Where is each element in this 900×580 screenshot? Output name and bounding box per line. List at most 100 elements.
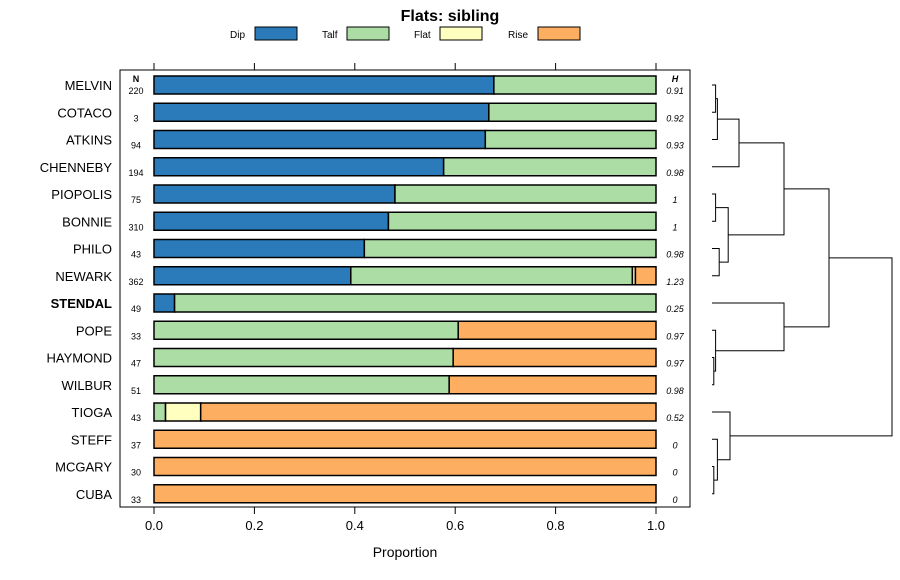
top-axis-ticks bbox=[153, 63, 657, 70]
bar-stendal-dip bbox=[153, 293, 176, 313]
n-value-atkins: 94 bbox=[131, 141, 141, 151]
dendrogram-branch-12 bbox=[712, 438, 718, 481]
dendrogram-branch-1 bbox=[712, 98, 718, 140]
legend-swatch-rise bbox=[537, 26, 581, 41]
dendrogram-branch-5 bbox=[715, 207, 729, 263]
category-label-haymond: HAYMOND bbox=[47, 351, 112, 366]
bar-wilbur-rise bbox=[448, 375, 657, 395]
bar-philo-talf bbox=[363, 238, 657, 259]
bar-steff-rise bbox=[153, 429, 657, 449]
h-header: H bbox=[672, 74, 679, 84]
category-label-pope: POPE bbox=[76, 323, 112, 338]
dendrogram bbox=[712, 84, 893, 495]
dendrogram-branch-10 bbox=[784, 188, 830, 328]
bar-atkins-dip bbox=[153, 129, 487, 150]
x-tick-label-5: 1.0 bbox=[647, 518, 665, 533]
category-label-tioga: TIOGA bbox=[72, 405, 113, 420]
legend-swatch-flat bbox=[439, 26, 483, 41]
category-label-bonnie: BONNIE bbox=[62, 214, 112, 229]
x-tick-label-3: 0.6 bbox=[446, 518, 464, 533]
bar-newark-talf bbox=[350, 266, 634, 286]
bar-haymond-rise bbox=[452, 347, 657, 368]
x-axis: 0.0 0.2 0.4 0.6 0.8 1.0 bbox=[145, 507, 665, 533]
legend-label-dip: Dip bbox=[230, 30, 245, 41]
dendrogram-branch-9 bbox=[712, 302, 785, 352]
chart-title: Flats: sibling bbox=[401, 8, 500, 25]
dendrogram-branch-14 bbox=[730, 257, 893, 437]
n-value-piopolis: 75 bbox=[131, 195, 141, 205]
dendrogram-branch-11 bbox=[712, 466, 715, 495]
n-value-tioga: 43 bbox=[131, 413, 141, 423]
dendrogram-branch-7 bbox=[712, 357, 715, 386]
bar-pope-rise bbox=[457, 320, 657, 340]
dendrogram-branch-0 bbox=[712, 84, 717, 113]
h-value-piopolis: 1 bbox=[672, 195, 677, 205]
n-value-melvin: 220 bbox=[128, 86, 143, 96]
h-value-steff: 0 bbox=[672, 440, 677, 450]
h-value-philo: 0.98 bbox=[666, 250, 684, 260]
h-value-atkins: 0.93 bbox=[666, 141, 684, 151]
dendrogram-branch-3 bbox=[712, 193, 717, 222]
category-label-philo: PHILO bbox=[73, 242, 112, 257]
bar-newark-rise bbox=[634, 266, 657, 286]
h-value-mcgary: 0 bbox=[672, 468, 677, 478]
category-labels: MELVIN COTACO ATKINS CHENNEBY PIOPOLIS BONNIE… bbox=[40, 78, 113, 502]
bar-bonnie-dip bbox=[153, 211, 390, 231]
n-value-newark: 362 bbox=[128, 277, 143, 287]
dendrogram-branch-2 bbox=[712, 118, 740, 168]
bar-stendal-talf bbox=[173, 293, 657, 313]
n-value-cotaco: 3 bbox=[133, 113, 138, 123]
h-value-pope: 0.97 bbox=[666, 331, 685, 341]
bar-tioga-flat bbox=[164, 402, 202, 422]
h-value-cuba: 0 bbox=[672, 495, 677, 505]
h-value-tioga: 0.52 bbox=[666, 413, 684, 423]
n-value-mcgary: 30 bbox=[131, 468, 141, 478]
legend-swatch-talf bbox=[346, 26, 390, 41]
x-axis-label: Proportion bbox=[373, 544, 438, 560]
bar-chenneby-talf bbox=[442, 157, 657, 177]
legend: Dip Talf Flat Rise bbox=[230, 26, 581, 41]
bar-wilbur-talf bbox=[153, 375, 450, 395]
bar-cotaco-talf bbox=[488, 102, 657, 122]
category-label-chenneby: CHENNEBY bbox=[40, 160, 113, 175]
category-label-wilbur: WILBUR bbox=[61, 378, 112, 393]
h-value-newark: 1.23 bbox=[666, 277, 684, 287]
bar-cuba-rise bbox=[153, 484, 657, 504]
n-value-haymond: 47 bbox=[131, 359, 141, 369]
category-label-atkins: ATKINS bbox=[66, 133, 112, 148]
category-label-newark: NEWARK bbox=[55, 269, 112, 284]
n-value-steff: 37 bbox=[131, 440, 141, 450]
n-column: N 220 3 94 194 75 310 43 362 49 33 47 51 43 37 30 33 bbox=[128, 74, 143, 505]
bar-piopolis-talf bbox=[394, 184, 657, 204]
legend-label-rise: Rise bbox=[508, 30, 528, 41]
bar-mcgary-rise bbox=[153, 456, 657, 477]
category-label-mcgary: MCGARY bbox=[55, 460, 112, 475]
bar-philo-dip bbox=[153, 238, 366, 259]
x-tick-label-4: 0.8 bbox=[547, 518, 565, 533]
bars bbox=[153, 75, 657, 504]
bar-bonnie-talf bbox=[387, 211, 657, 231]
n-value-stendal: 49 bbox=[131, 304, 141, 314]
h-value-chenneby: 0.98 bbox=[666, 168, 684, 178]
n-value-wilbur: 51 bbox=[131, 386, 141, 396]
dendrogram-branch-13 bbox=[712, 411, 731, 461]
n-value-cuba: 33 bbox=[131, 495, 141, 505]
h-value-bonnie: 1 bbox=[672, 222, 677, 232]
bar-chenneby-dip bbox=[153, 157, 445, 177]
x-tick-label-0: 0.0 bbox=[145, 518, 163, 533]
h-value-melvin: 0.91 bbox=[666, 86, 684, 96]
bar-cotaco-dip bbox=[153, 102, 490, 122]
h-column: H 0.91 0.92 0.93 0.98 1 1 0.98 1.23 0.25 0.97 0.97 0… bbox=[666, 74, 685, 505]
dendrogram-branch-6 bbox=[728, 142, 785, 236]
n-value-bonnie: 310 bbox=[128, 222, 143, 232]
x-tick-label-2: 0.4 bbox=[346, 518, 364, 533]
n-value-chenneby: 194 bbox=[128, 168, 143, 178]
n-header: N bbox=[133, 74, 140, 84]
category-label-piopolis: PIOPOLIS bbox=[51, 187, 112, 202]
plot-panel bbox=[119, 69, 691, 508]
legend-label-talf: Talf bbox=[322, 30, 338, 41]
bar-melvin-dip bbox=[153, 75, 495, 95]
bar-melvin-talf bbox=[493, 75, 657, 95]
dendrogram-branch-4 bbox=[712, 248, 720, 277]
h-value-cotaco: 0.92 bbox=[666, 113, 684, 123]
